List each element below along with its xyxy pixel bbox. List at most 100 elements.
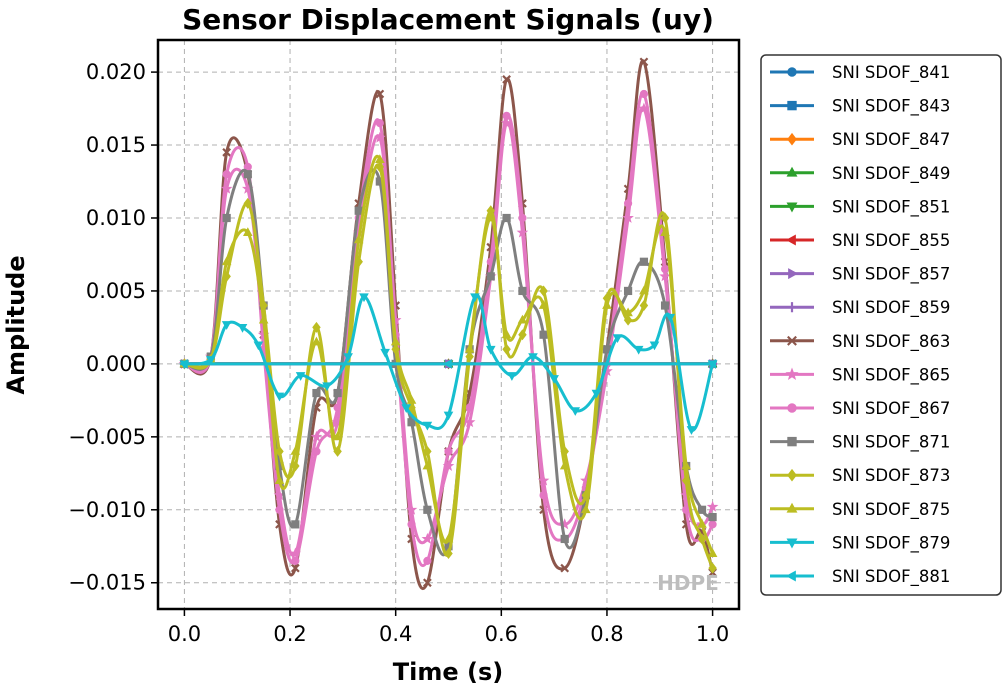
y-tick-label: 0.005 — [86, 279, 146, 303]
legend-item: SNI SDOF_859 — [770, 298, 950, 318]
data-point — [697, 519, 707, 528]
data-point — [612, 334, 623, 343]
data-point — [602, 300, 612, 309]
data-point — [639, 257, 649, 266]
data-point — [380, 348, 390, 358]
data-point — [501, 329, 512, 339]
legend-label: SNI SDOF_843 — [832, 97, 950, 117]
chart-title: Sensor Displacement Signals (uy) — [182, 3, 714, 36]
legend-swatch-marker — [786, 538, 798, 549]
data-point — [222, 213, 231, 223]
y-tick-label: −0.010 — [68, 498, 146, 522]
legend-label: SNI SDOF_841 — [832, 63, 950, 83]
legend-swatch-marker — [786, 502, 798, 513]
legend-label: SNI SDOF_871 — [832, 433, 950, 453]
legend-swatch-marker — [787, 100, 797, 111]
data-point — [422, 460, 433, 470]
data-point — [697, 533, 707, 545]
legend-label: SNI SDOF_881 — [832, 567, 950, 587]
data-point — [375, 154, 385, 164]
data-point — [539, 330, 548, 339]
data-point — [274, 392, 285, 402]
data-point — [242, 227, 253, 236]
legend-swatch-marker — [787, 403, 797, 413]
data-point — [312, 388, 321, 398]
legend-label: SNI SDOF_851 — [832, 197, 950, 217]
y-tick-label: 0.015 — [86, 133, 146, 157]
data-point — [423, 505, 432, 514]
legend-swatch-marker — [786, 166, 798, 177]
data-point — [423, 556, 432, 565]
data-point — [220, 182, 233, 194]
data-point — [485, 345, 496, 355]
data-point — [518, 329, 527, 341]
data-point — [507, 372, 517, 381]
data-point — [332, 431, 343, 441]
data-point — [311, 336, 322, 346]
legend-item: SNI SDOF_843 — [770, 97, 950, 117]
data-point — [502, 111, 511, 120]
data-point — [354, 206, 363, 215]
legend-label: SNI SDOF_859 — [832, 298, 950, 318]
data-point — [179, 359, 188, 369]
data-point — [290, 563, 300, 573]
data-point — [322, 382, 332, 392]
data-point — [421, 532, 434, 544]
data-point — [353, 234, 364, 244]
data-point — [570, 407, 581, 416]
data-point — [443, 533, 454, 543]
legend-swatch-marker — [787, 67, 797, 77]
legend-label: SNI SDOF_867 — [832, 399, 950, 419]
data-point — [407, 418, 416, 427]
legend-label: SNI SDOF_855 — [832, 231, 950, 251]
data-point — [295, 372, 306, 381]
y-tick-label: 0.000 — [86, 352, 146, 376]
y-axis-label: Amplitude — [2, 255, 30, 394]
legend-swatch-marker — [788, 268, 799, 280]
y-tick-label: 0.020 — [86, 60, 146, 84]
legend-item: SNI SDOF_851 — [770, 197, 950, 217]
data-point — [333, 388, 342, 398]
x-tick-label: 0.0 — [168, 622, 201, 646]
data-point — [390, 336, 401, 346]
data-point — [623, 314, 633, 326]
data-point — [660, 264, 670, 274]
data-point — [275, 505, 284, 514]
data-point — [502, 343, 511, 355]
x-tick-label: 0.8 — [590, 622, 623, 646]
material-annotation: HDPE — [657, 571, 719, 595]
legend-label: SNI SDOF_879 — [832, 533, 950, 553]
legend-item: SNI SDOF_863 — [770, 332, 950, 352]
legend-box — [760, 54, 1002, 596]
data-point — [697, 505, 707, 514]
data-point — [622, 211, 634, 223]
data-point — [375, 89, 385, 99]
legend: SNI SDOF_841 SNI SDOF_843 SNI SDOF_847 SNI … — [760, 54, 1002, 596]
data-point — [444, 447, 453, 456]
data-point — [443, 359, 452, 369]
data-point — [502, 213, 511, 223]
legend-swatch-marker — [786, 302, 798, 313]
series-lines — [178, 57, 719, 590]
data-point — [560, 534, 569, 544]
data-point — [274, 475, 285, 484]
data-point — [518, 286, 527, 296]
data-point — [221, 256, 232, 266]
data-point — [517, 314, 528, 324]
x-tick-label: 0.2 — [273, 622, 306, 646]
data-point — [401, 404, 412, 414]
legend-item: SNI SDOF_879 — [770, 533, 950, 553]
legend-item: SNI SDOF_875 — [770, 500, 950, 520]
data-point — [591, 389, 602, 399]
legend-label: SNI SDOF_863 — [832, 332, 950, 352]
data-point — [623, 199, 633, 208]
data-point — [310, 430, 323, 442]
legend-item: SNI SDOF_867 — [770, 399, 950, 419]
data-point — [423, 445, 432, 457]
data-point — [623, 307, 633, 317]
data-point — [333, 403, 342, 412]
data-point — [518, 213, 527, 223]
legend-label: SNI SDOF_875 — [832, 500, 950, 520]
legend-swatch-marker — [787, 436, 797, 447]
x-axis-label: Time (s) — [393, 658, 503, 686]
